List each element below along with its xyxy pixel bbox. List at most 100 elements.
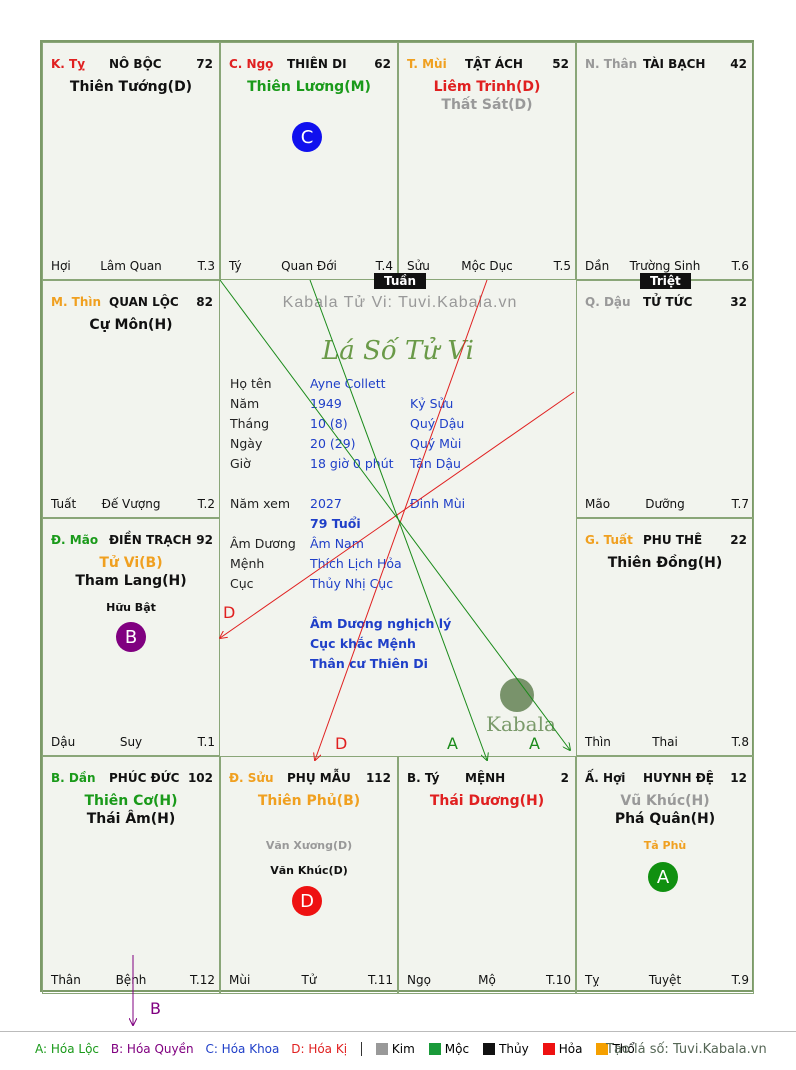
triet-tag: Triệt xyxy=(640,273,691,289)
palace-number: 72 xyxy=(196,57,213,71)
legend: A: Hóa Lộc B: Hóa Quyền C: Hóa Khoa D: H… xyxy=(35,1042,635,1056)
arrow-label-b: B xyxy=(150,999,161,1018)
t-label: T.7 xyxy=(731,497,749,511)
main-star: Thiên Cơ(H) xyxy=(84,793,178,809)
watermark: Kabala Tử Vi: Tuvi.Kabala.vn xyxy=(282,294,518,311)
trang-sinh: Bệnh xyxy=(115,973,147,987)
palace-name: TẬT ÁCH xyxy=(465,57,523,71)
info-label-nam: Năm xyxy=(230,396,260,411)
palace-suu: Đ. Sửu PHỤ MẪU 112 Thiên Phủ(B) Văn Xương(D)… xyxy=(220,756,398,994)
minor-star: Tả Phù xyxy=(643,839,687,852)
palace-number: 112 xyxy=(365,771,391,785)
palace-name: QUAN LỘC xyxy=(109,295,179,309)
legend-element: Thủy xyxy=(483,1042,529,1056)
main-star: Thái Dương(H) xyxy=(429,793,545,809)
info-label-menh: Mệnh xyxy=(230,556,265,571)
t-label: T.9 xyxy=(731,973,749,987)
info-value-ngay: 20 (29) xyxy=(310,436,356,451)
palace-name: NÔ BỘC xyxy=(109,57,162,71)
info-value-ho_ten: Ayne Collett xyxy=(310,376,386,391)
can-chi: C. Ngọ xyxy=(229,57,274,71)
palace-name: PHỤ MẪU xyxy=(287,771,351,785)
palace-tuat: G. Tuất PHU THÊ 22 Thiên Đồng(H) Thìn Thai T.8 xyxy=(576,518,754,756)
site-link[interactable]: Tạo lá số: Tuvi.Kabala.vn xyxy=(606,1042,767,1057)
can-chi: M. Thìn xyxy=(51,295,102,309)
trang-sinh: Mộc Dục xyxy=(461,259,513,273)
palace-ngo: C. Ngọ THIÊN DI 62 Thiên Lương(M) Tý Quan Đớ… xyxy=(220,42,398,280)
main-star: Vũ Khúc(H) xyxy=(620,793,710,809)
info-value-gio: 18 giờ 0 phút xyxy=(310,456,394,471)
info-value-thang: 10 (8) xyxy=(310,416,348,431)
main-star: Tham Lang(H) xyxy=(75,573,187,589)
can-chi: Ấ. Hợi xyxy=(585,771,626,785)
info-label-thang: Tháng xyxy=(230,416,270,431)
palace-name: ĐIỀN TRẠCH xyxy=(109,533,192,547)
legend-element: Mộc xyxy=(428,1042,469,1056)
chi-label: Tuất xyxy=(51,497,77,511)
palace-name: HUYNH ĐỆ xyxy=(643,771,714,785)
trang-sinh: Suy xyxy=(119,735,143,749)
palace-thin: M. Thìn QUAN LỘC 82 Cự Môn(H) Tuất Đế Vượng T.… xyxy=(42,280,220,518)
main-star: Cự Môn(H) xyxy=(89,317,173,333)
t-label: T.11 xyxy=(368,973,393,987)
main-star: Thái Âm(H) xyxy=(86,811,176,827)
center-title: Lá Số Tử Vi xyxy=(321,336,474,366)
info-extra-nam: Kỷ Sửu xyxy=(410,396,454,411)
tuan-tag: Tuần xyxy=(374,273,427,289)
info-extra-gio: Tân Dậu xyxy=(410,456,461,471)
horoscope-chart: K. Tỵ NÔ BỘC 72 Thiên Tướng(D) Hợi Lâm Quan T.… xyxy=(40,40,754,994)
info-label-cuc: Cục xyxy=(230,576,254,591)
palace-number: 22 xyxy=(730,533,747,547)
palace-number: 32 xyxy=(730,295,747,309)
legend-c: C: Hóa Khoa xyxy=(205,1042,280,1056)
palace-number: 12 xyxy=(730,771,747,785)
info-age: 79 Tuổi xyxy=(310,516,361,531)
chi-label: Mão xyxy=(585,497,611,511)
info-value-am_duong: Âm Nam xyxy=(310,536,364,551)
palace-number: 102 xyxy=(187,771,213,785)
chi-label: Thân xyxy=(51,973,81,987)
trang-sinh: Đế Vượng xyxy=(101,497,161,511)
main-star: Thiên Tướng(D) xyxy=(69,79,193,95)
t-label: T.5 xyxy=(553,259,571,273)
minor-star: Văn Xương(D) xyxy=(265,839,353,852)
info-label-ngay: Ngày xyxy=(230,436,263,451)
info-value-nam: 1949 xyxy=(310,396,342,411)
info-value-menh: Thích Lịch Hỏa xyxy=(310,556,402,571)
chi-label: Hợi xyxy=(51,259,71,273)
info-extra-thang: Quý Dậu xyxy=(410,416,465,431)
can-chi: T. Mùi xyxy=(407,57,447,71)
info-value-cuc: Thủy Nhị Cục xyxy=(310,576,394,591)
info-note: Cục khắc Mệnh xyxy=(310,636,416,651)
palace-name: PHÚC ĐỨC xyxy=(109,771,180,785)
legend-element: Thổ xyxy=(596,1042,635,1056)
hoa-quyen-circle: B xyxy=(116,622,146,652)
can-chi: Q. Dậu xyxy=(585,295,631,309)
info-value-nam_xem: 2027 xyxy=(310,496,342,511)
hoa-khoa-circle: C xyxy=(292,122,322,152)
chi-label: Tỵ xyxy=(585,973,600,987)
main-star: Thất Sát(D) xyxy=(441,97,533,113)
palace-tyy: B. Tý MỆNH 2 Thái Dương(H) Ngọ Mộ T.10 xyxy=(398,756,576,994)
palace-dan: B. Dần PHÚC ĐỨC 102 Thiên Cơ(H) Thái Âm(H) Th… xyxy=(42,756,220,994)
minor-star: Hữu Bật xyxy=(106,601,156,614)
can-chi: B. Tý xyxy=(407,771,440,785)
info-label-am_duong: Âm Dương xyxy=(230,536,296,551)
palace-mao: Đ. Mão ĐIỀN TRẠCH 92 Tử Vi(B) Tham Lang(H) Hữ… xyxy=(42,518,220,756)
t-label: T.12 xyxy=(190,973,215,987)
palace-hoi: Ấ. Hợi HUYNH ĐỆ 12 Vũ Khúc(H) Phá Quân(H) Tả … xyxy=(576,756,754,994)
chi-label: Tý xyxy=(229,259,242,273)
can-chi: K. Tỵ xyxy=(51,57,86,71)
info-extra-nam_xem: Đinh Mùi xyxy=(410,496,466,511)
t-label: T.8 xyxy=(731,735,749,749)
palace-than: N. Thân TÀI BẠCH 42 Dần Trường Sinh T.6 xyxy=(576,42,754,280)
trang-sinh: Mộ xyxy=(478,973,496,987)
palace-name: THIÊN DI xyxy=(287,57,347,71)
info-label-gio: Giờ xyxy=(230,456,251,471)
palace-number: 82 xyxy=(196,295,213,309)
main-star: Liêm Trinh(D) xyxy=(433,79,541,95)
kabala-logo: Kabala xyxy=(486,712,556,736)
palace-dau: Q. Dậu TỬ TỨC 32 Mão Dưỡng T.7 xyxy=(576,280,754,518)
t-label: T.4 xyxy=(375,259,393,273)
main-star: Thiên Lương(M) xyxy=(247,79,371,95)
